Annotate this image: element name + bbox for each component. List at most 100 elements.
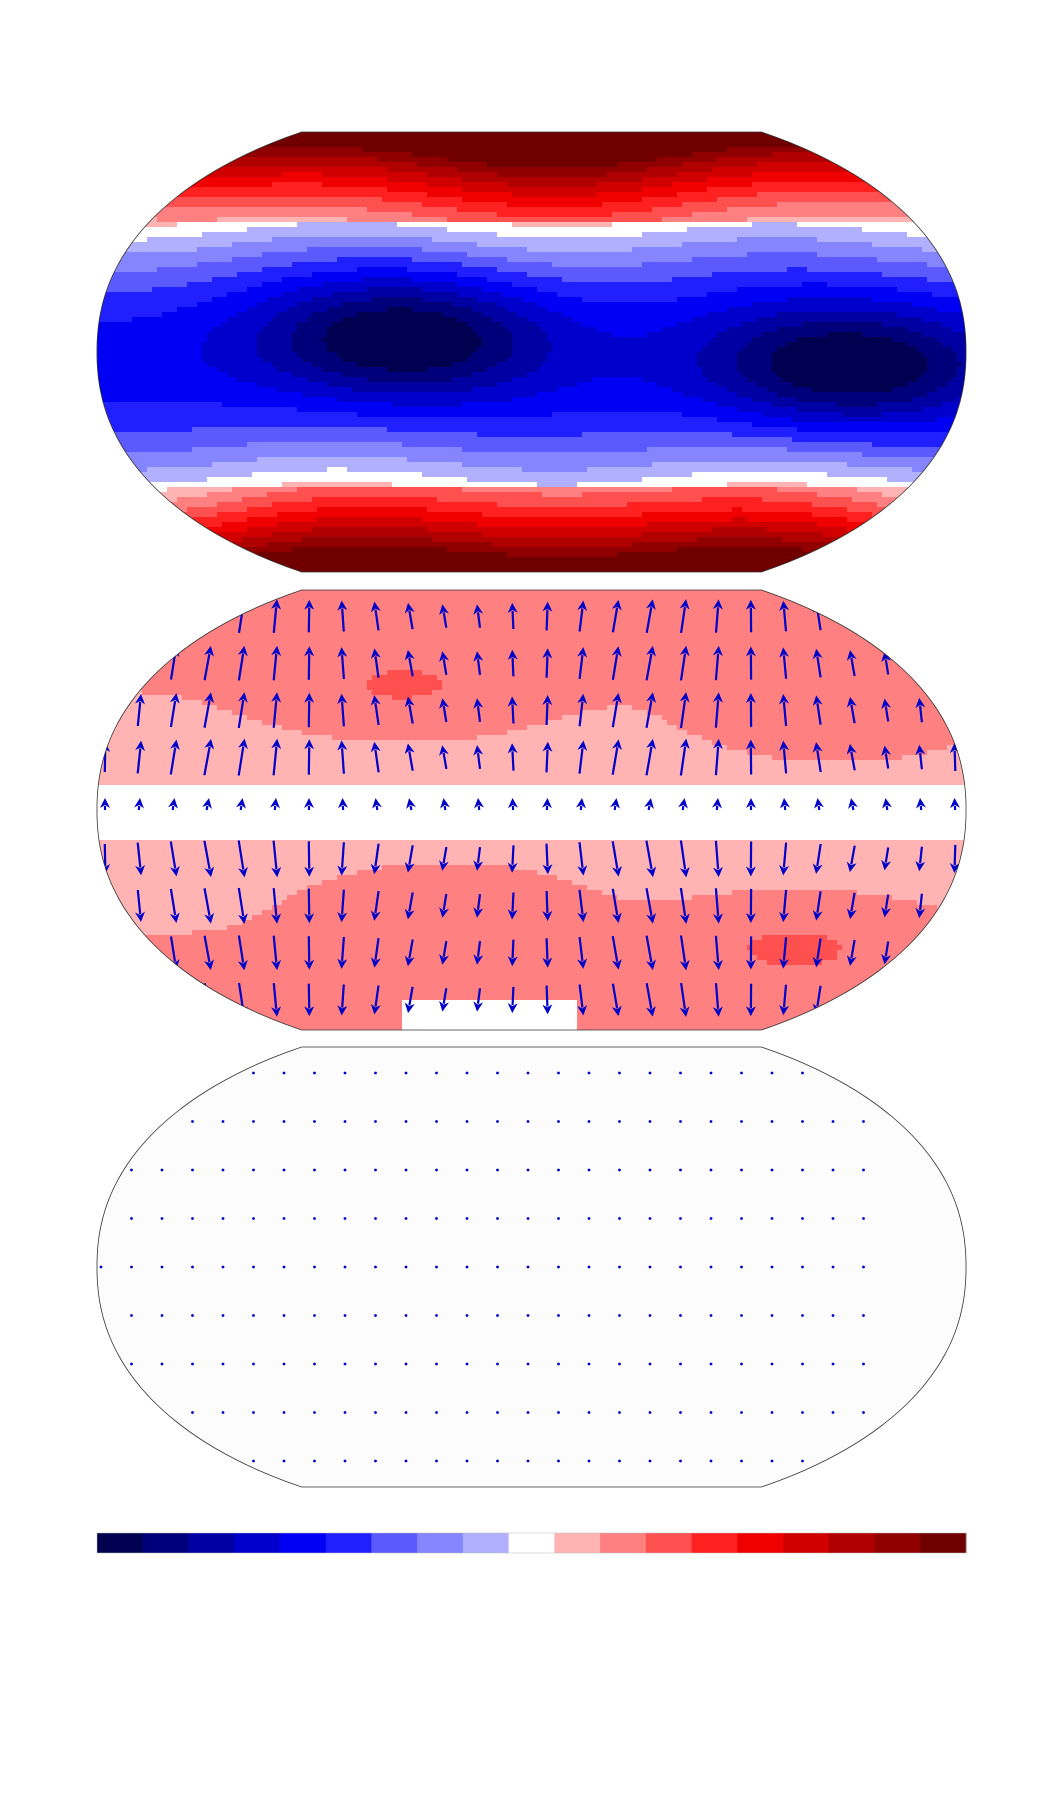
- wind-arrow: [130, 1265, 133, 1269]
- wind-arrow: [801, 1217, 804, 1220]
- wind-arrow: [130, 1120, 133, 1123]
- wind-arrow: [557, 1314, 560, 1317]
- wind-arrow: [473, 846, 484, 871]
- wind-arrow: [881, 651, 892, 675]
- wind-arrow: [526, 1217, 530, 1220]
- wind-arrow: [496, 1217, 499, 1220]
- wind-arrow: [812, 648, 823, 678]
- wind-arrow: [611, 692, 622, 728]
- wind-arrow: [135, 600, 145, 632]
- wind-arrow: [130, 1168, 133, 1172]
- wind-arrow: [439, 846, 449, 871]
- wind-arrow: [169, 599, 180, 633]
- wind-arrow: [881, 604, 892, 628]
- wind-arrow: [191, 1265, 194, 1269]
- wind-arrow: [282, 1120, 286, 1123]
- wind-arrow: [862, 1120, 865, 1123]
- wind-arrow: [191, 1411, 194, 1414]
- wind-arrow: [221, 1459, 225, 1463]
- wind-arrow: [949, 844, 960, 874]
- wind-arrow: [679, 599, 690, 634]
- contour-field: [97, 590, 966, 1030]
- wind-arrow: [271, 599, 281, 633]
- wind-arrow: [770, 1459, 774, 1463]
- wind-arrow: [374, 1168, 377, 1172]
- wind-arrow: [587, 1168, 591, 1172]
- wind-arrow: [709, 1217, 713, 1220]
- colorbar-swatch: [462, 1533, 510, 1553]
- wind-arrow: [252, 1168, 255, 1172]
- wind-arrow: [237, 738, 248, 776]
- wind-arrow: [169, 693, 180, 728]
- wind-arrow: [337, 937, 348, 969]
- wind-arrow: [435, 1314, 438, 1317]
- wind-arrow: [252, 1362, 255, 1366]
- wind-arrow: [507, 892, 518, 920]
- wind-arrow: [542, 890, 553, 921]
- wind-arrow: [313, 1120, 316, 1123]
- wind-arrow: [271, 840, 282, 878]
- wind-arrow: [740, 1071, 743, 1075]
- colorbar-swatch: [279, 1533, 327, 1553]
- wind-arrow: [831, 1217, 835, 1220]
- wind-arrow: [801, 1071, 804, 1075]
- wind-arrow: [473, 941, 484, 965]
- wind-arrow: [237, 840, 248, 878]
- wind-arrow: [237, 982, 248, 1017]
- wind-arrow: [949, 986, 960, 1014]
- wind-arrow: [949, 939, 960, 967]
- wind-vectors: [100, 599, 960, 1017]
- wind-arrow: [648, 1459, 652, 1463]
- wind-arrow: [237, 887, 248, 924]
- wind-arrow: [712, 840, 723, 878]
- wind-arrow: [557, 1120, 560, 1123]
- wind-arrow: [557, 1265, 560, 1269]
- wind-arrow: [611, 739, 622, 775]
- wind-arrow: [557, 1071, 560, 1075]
- wind-arrow: [812, 938, 823, 968]
- wind-arrow: [949, 696, 960, 724]
- wind-arrow: [343, 1217, 347, 1220]
- wind-arrow: [587, 1120, 591, 1123]
- wind-arrow: [252, 1411, 255, 1414]
- wind-arrow: [130, 1362, 133, 1366]
- wind-arrow: [770, 1168, 774, 1172]
- wind-arrow: [801, 1411, 804, 1414]
- wind-arrow: [160, 1411, 164, 1414]
- wind-arrow: [313, 1459, 316, 1463]
- wind-arrow: [473, 988, 484, 1012]
- wind-arrow: [846, 743, 857, 771]
- wind-arrow: [337, 600, 348, 632]
- wind-arrow: [507, 696, 518, 724]
- wind-arrow: [770, 1411, 774, 1414]
- colorbar-swatch: [188, 1533, 235, 1553]
- wind-arrow: [862, 1265, 865, 1269]
- wind-arrow: [645, 692, 657, 728]
- wind-arrow: [99, 1168, 103, 1172]
- wind-arrow: [915, 846, 926, 872]
- wind-arrow: [374, 1120, 377, 1123]
- wind-arrow: [770, 1217, 774, 1220]
- wind-arrow: [846, 986, 857, 1013]
- wind-arrow: [370, 601, 381, 631]
- wind-arrow: [587, 1362, 591, 1366]
- wind-arrow: [648, 1314, 652, 1317]
- panel-bottom-map: [96, 1046, 967, 1488]
- wind-arrow: [203, 738, 215, 776]
- wind-arrow: [374, 1411, 377, 1414]
- wind-arrow: [526, 1314, 530, 1317]
- wind-arrow: [740, 1217, 743, 1220]
- wind-arrow: [779, 694, 790, 727]
- wind-arrow: [542, 601, 553, 631]
- wind-arrow: [282, 1168, 286, 1172]
- wind-arrow: [831, 1314, 835, 1317]
- wind-arrow: [313, 1168, 316, 1172]
- wind-arrow: [370, 843, 381, 875]
- wind-arrow: [473, 651, 484, 675]
- wind-arrow: [221, 1265, 225, 1269]
- wind-arrow: [881, 894, 892, 918]
- wind-arrow: [435, 1120, 438, 1123]
- wind-arrow: [740, 1120, 743, 1123]
- wind-arrow: [435, 1071, 438, 1075]
